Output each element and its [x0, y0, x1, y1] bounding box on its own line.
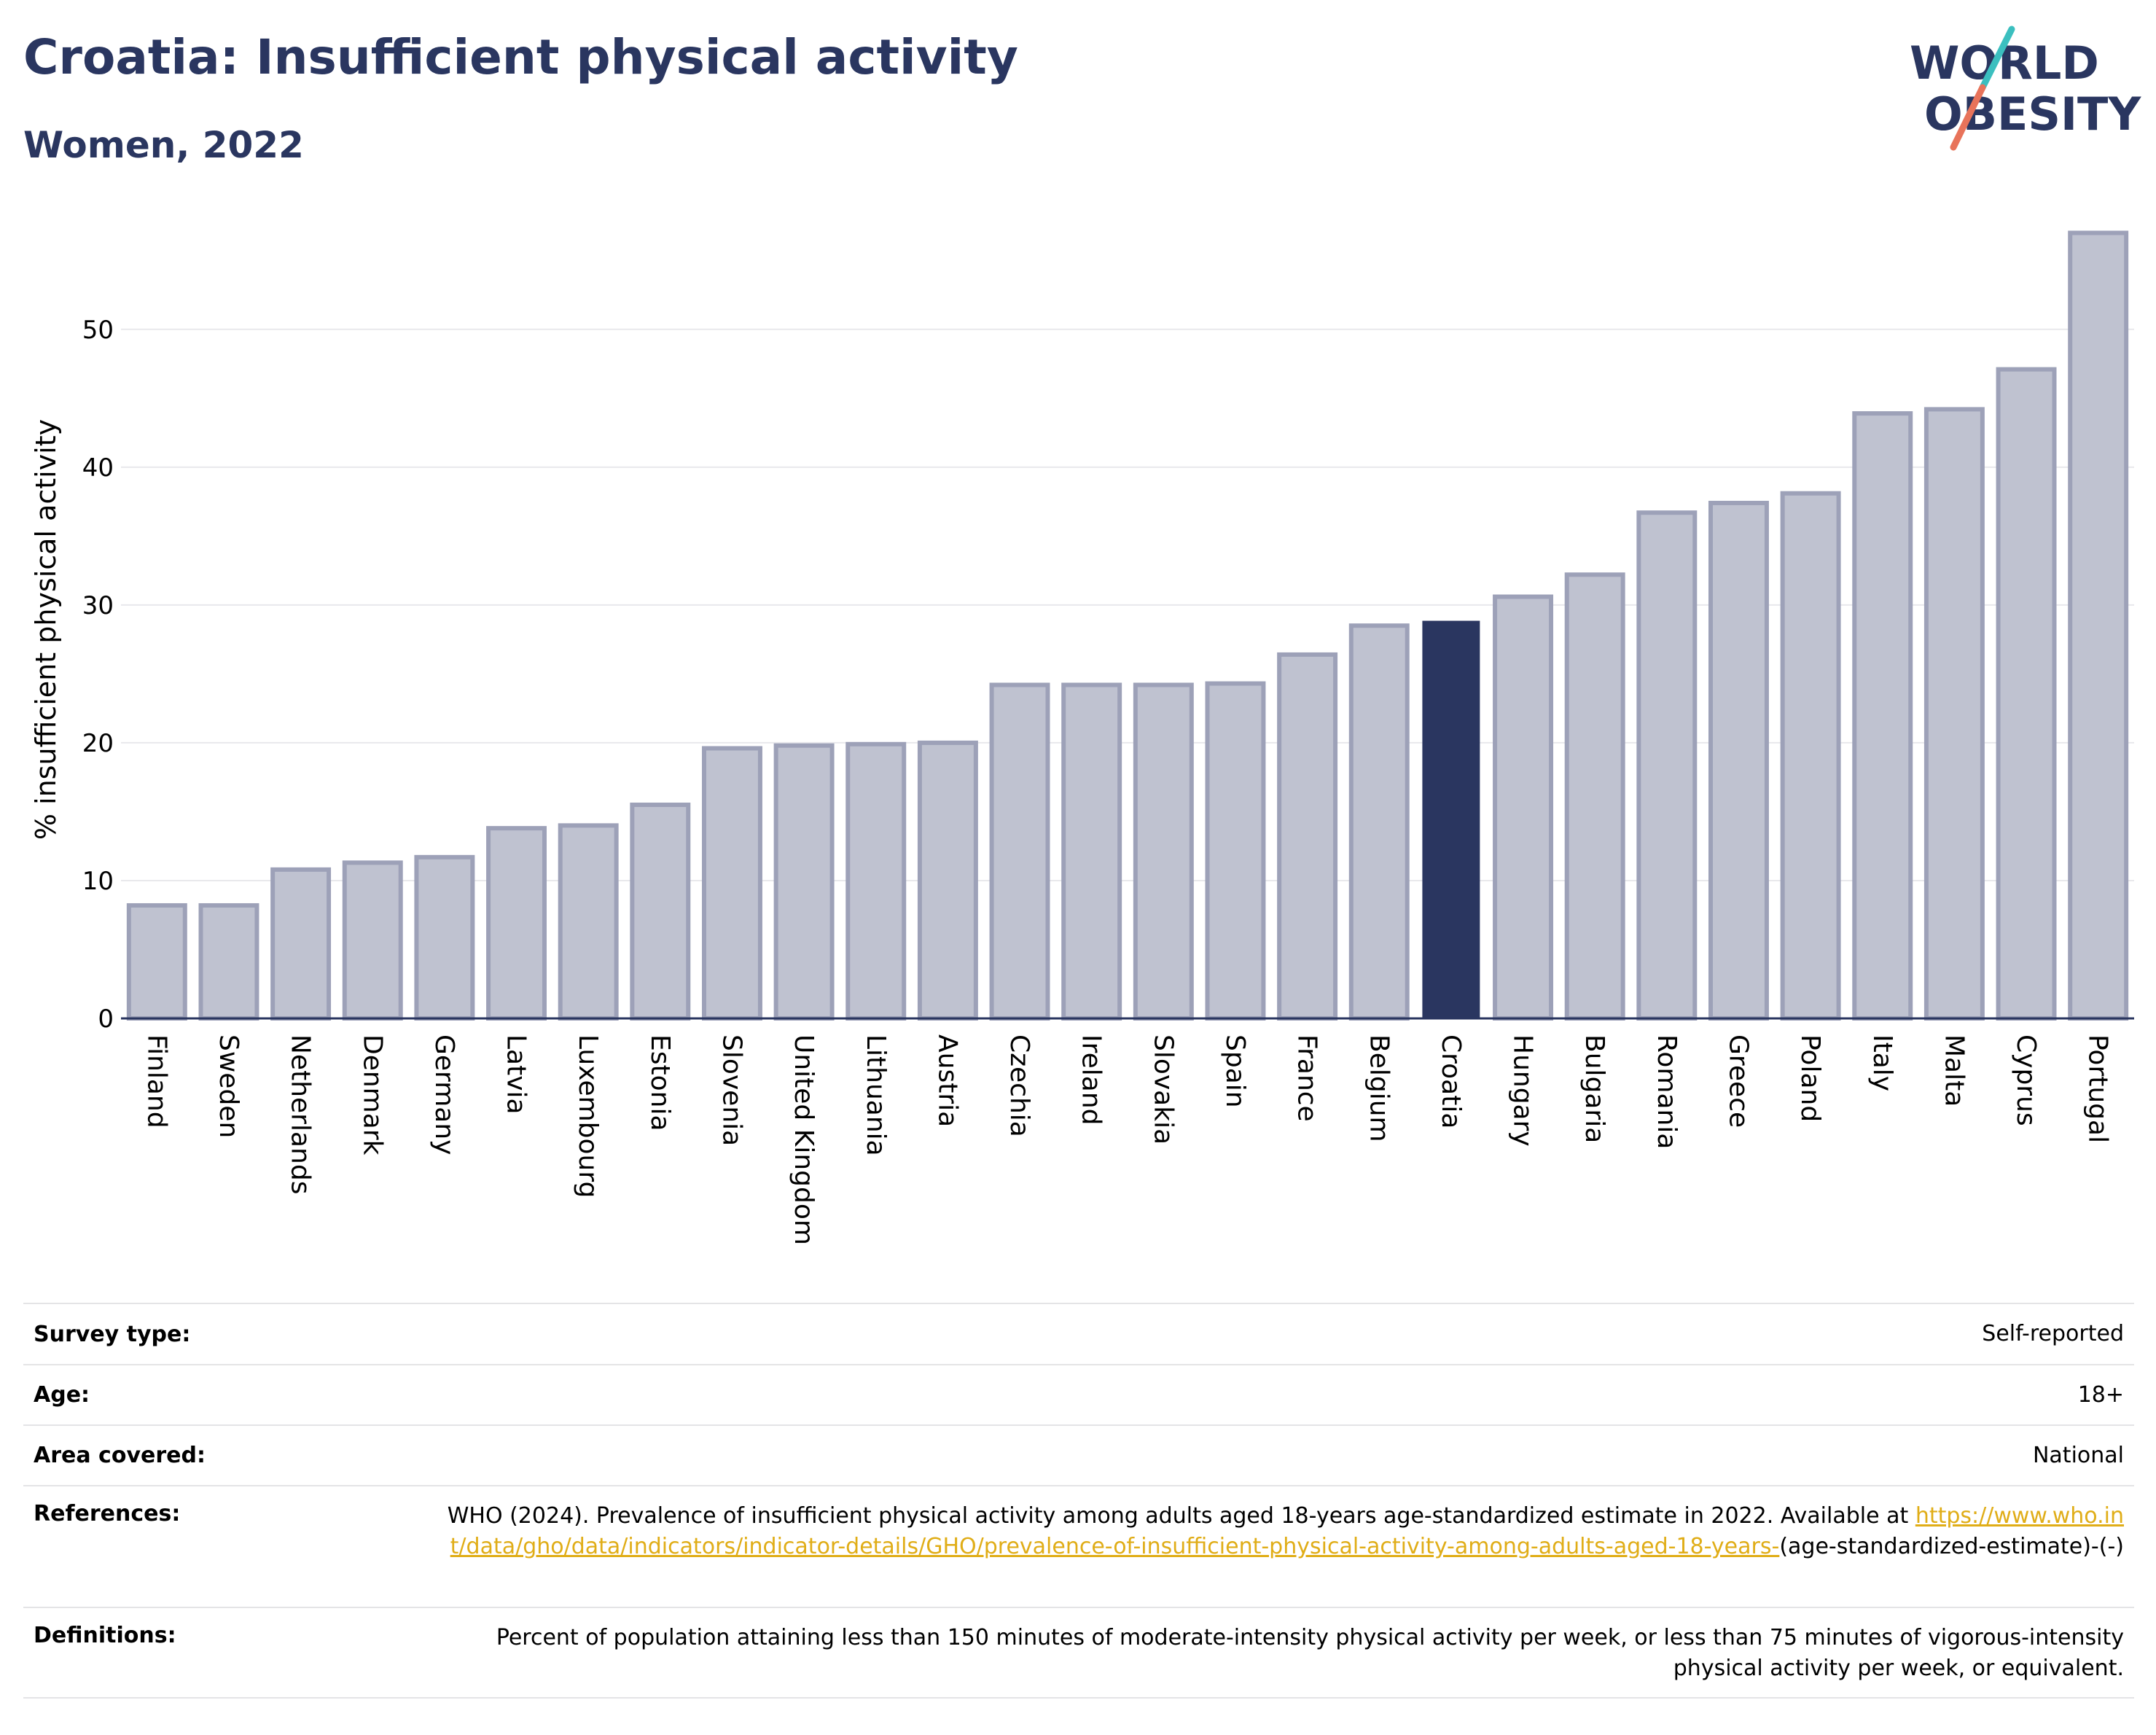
y-tick-label: 0 [98, 1005, 114, 1034]
y-tick-label: 30 [82, 591, 114, 620]
age-label: Age: [34, 1382, 90, 1408]
logo-slash-bottom [1950, 84, 1986, 151]
y-tick-label: 10 [82, 867, 114, 896]
y-tick-label: 40 [82, 453, 114, 483]
x-tick-label: Romania [1652, 1034, 1682, 1149]
references-label: References: [34, 1501, 181, 1527]
definitions-value: Percent of population attaining less tha… [496, 1625, 2124, 1681]
bar-italy [1852, 411, 1913, 1021]
info-row-age: Age: 18+ [23, 1364, 2134, 1424]
bar-romania [1636, 510, 1698, 1021]
x-tick-label: Lithuania [861, 1034, 891, 1156]
x-tick-label: Finland [141, 1034, 171, 1128]
y-axis-title: % insufficient physical activity [30, 419, 62, 840]
page-title: Croatia: Insufficient physical activity [23, 29, 1018, 85]
bar-netherlands [270, 867, 332, 1021]
x-tick-label: Malta [1939, 1034, 1969, 1107]
area-covered-label: Area covered: [34, 1443, 206, 1468]
x-tick-label: Italy [1867, 1034, 1897, 1091]
references-text: WHO (2024). Prevalence of insufficient p… [447, 1503, 1909, 1529]
info-row-survey-type: Survey type: Self-reported [23, 1303, 2134, 1364]
bar-czechia [989, 682, 1050, 1021]
bar-bulgaria [1564, 572, 1625, 1021]
bar-croatia [1422, 620, 1480, 1019]
bar-greece [1708, 500, 1769, 1021]
bar-austria [917, 740, 978, 1021]
references-suffix: (age-standardized-estimate)-(-) [1779, 1534, 2124, 1559]
x-tick-label: Spain [1220, 1034, 1250, 1108]
bar-belgium [1348, 623, 1410, 1021]
x-tick-label: Luxembourg [573, 1034, 603, 1198]
x-tick-label: Hungary [1508, 1034, 1538, 1147]
x-tick-label: Belgium [1364, 1034, 1394, 1142]
page-subtitle: Women, 2022 [23, 124, 304, 166]
bar-spain [1205, 681, 1266, 1021]
x-tick-label: Estonia [645, 1034, 675, 1131]
bar-slovakia [1133, 682, 1194, 1021]
y-tick-label: 20 [82, 729, 114, 758]
info-row-references: References: WHO (2024). Prevalence of in… [23, 1485, 2134, 1607]
info-row-definitions: Definitions: Percent of population attai… [23, 1607, 2134, 1699]
bar-cyprus [1996, 367, 2057, 1021]
bar-germany [414, 854, 475, 1021]
x-tick-label: Greece [1723, 1034, 1753, 1128]
x-tick-label: Slovenia [716, 1034, 746, 1146]
bar-luxembourg [558, 823, 619, 1021]
bar-slovenia [701, 746, 762, 1021]
bar-chart: 0 10 20 30 40 50 % insufficient physical activ… [30, 230, 2134, 1245]
bar-portugal [2068, 230, 2129, 1021]
x-tick-label: Sweden [214, 1034, 243, 1138]
age-value: 18+ [2077, 1381, 2124, 1408]
survey-type-label: Survey type: [34, 1321, 191, 1347]
x-tick-label: Netherlands [286, 1034, 316, 1194]
bar-ireland [1061, 682, 1122, 1021]
x-tick-label: Austria [932, 1034, 962, 1127]
x-tick-label: United Kingdom [789, 1034, 819, 1245]
bar-estonia [630, 802, 691, 1021]
logo-slash-top [1979, 26, 2015, 91]
bar-malta [1923, 407, 1985, 1021]
x-tick-label: Portugal [2083, 1034, 2113, 1143]
x-tick-label: Ireland [1077, 1034, 1106, 1126]
area-covered-value: National [2032, 1442, 2124, 1468]
survey-type-value: Self-reported [1982, 1321, 2124, 1346]
x-tick-label: Croatia [1436, 1034, 1466, 1128]
info-table: Survey type: Self-reported Age: 18+ Area… [23, 1303, 2134, 1699]
bar-sweden [198, 902, 259, 1021]
info-row-area-covered: Area covered: National [23, 1424, 2134, 1485]
bar-france [1277, 652, 1338, 1021]
x-tick-label: Cyprus [2011, 1034, 2041, 1126]
bar-lithuania [845, 741, 907, 1021]
bar-denmark [342, 860, 403, 1021]
x-tick-label: Poland [1795, 1034, 1825, 1122]
references-value: WHO (2024). Prevalence of insufficient p… [433, 1501, 2134, 1562]
world-obesity-logo: WORLD OBESITY [1910, 26, 2141, 151]
x-tick-label: Slovakia [1148, 1034, 1178, 1145]
x-tick-label: Latvia [501, 1034, 531, 1115]
bar-hungary [1493, 594, 1554, 1021]
references-link[interactable]: https://www.who.int/data/gho/data/indica… [450, 1503, 2124, 1559]
bar-latvia [486, 826, 547, 1021]
y-tick-label: 50 [82, 316, 114, 345]
definitions-label: Definitions: [34, 1623, 176, 1648]
bar-united-kingdom [773, 743, 835, 1021]
x-tick-label: Denmark [357, 1034, 387, 1155]
x-tick-label: Germany [429, 1034, 459, 1155]
bar-poland [1780, 491, 1841, 1021]
x-tick-label: Bulgaria [1579, 1034, 1609, 1143]
bar-finland [126, 902, 187, 1021]
x-tick-label: Czechia [1004, 1034, 1034, 1137]
x-tick-label: France [1292, 1034, 1322, 1122]
